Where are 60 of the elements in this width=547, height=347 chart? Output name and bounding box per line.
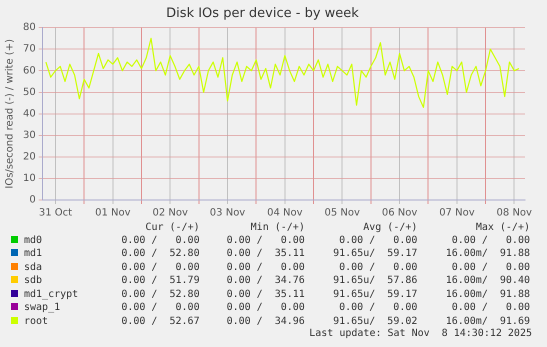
text: 0.00 / 0.00 — [338, 234, 418, 247]
text: 0.00 / 0.00 — [450, 260, 530, 274]
text: 91.65u/ 59.17 — [332, 247, 418, 260]
text: 16.00m/ 91.88 — [444, 288, 530, 301]
legend-label: swap_1 — [23, 301, 62, 314]
y-tick-label: 30 — [22, 130, 36, 141]
text: 0.00 / 52.80 — [120, 247, 200, 260]
text: 0.00 / 0.00 — [226, 234, 305, 247]
text: 0.00 / 34.96 — [226, 314, 305, 328]
y-tick-label: 80 — [22, 22, 36, 34]
y-tick-label: 10 — [22, 173, 36, 184]
legend-label: md1_crypt — [23, 288, 80, 301]
text: 91.65u/ 59.17 — [332, 288, 418, 301]
text: 0.00 / 51.79 — [120, 274, 200, 288]
y-tick-label: 20 — [22, 151, 36, 162]
text: 91.65u/ 59.02 — [332, 314, 418, 328]
legend-label: md1 — [23, 247, 44, 260]
x-tick-label: 06 Nov — [382, 208, 418, 219]
legend-label: root — [23, 314, 50, 328]
text: Min (-/+) — [250, 222, 305, 234]
text: 0.00 / 0.00 — [338, 260, 418, 274]
y-tick-label: 50 — [22, 86, 36, 98]
text: 0.00 / 0.00 — [450, 234, 530, 247]
y-tick-label: 0 — [29, 194, 36, 206]
text: 0.00 / 34.76 — [226, 274, 305, 288]
y-tick-label: 70 — [22, 44, 36, 55]
x-tick-label: 03 Nov — [210, 208, 246, 219]
text: 16.00m/ 91.88 — [444, 247, 530, 260]
text: 0.00 / 0.00 — [226, 301, 305, 314]
text: 0.00 / 35.11 — [226, 247, 305, 260]
text: 0.00 / 52.80 — [120, 288, 200, 301]
x-tick-label: 07 Nov — [439, 208, 475, 219]
chart-title: Disk IOs per device - by week — [166, 6, 360, 22]
text: Max (-/+) — [474, 222, 530, 234]
x-tick-label: 04 Nov — [267, 208, 303, 219]
text: Avg (-/+) — [362, 222, 418, 234]
x-tick-label: 08 Nov — [496, 208, 532, 219]
text: 0.00 / 0.00 — [450, 301, 530, 314]
x-tick-label: 02 Nov — [152, 208, 188, 219]
y-axis-title: IOs/second read (-) / write (+) — [4, 38, 16, 189]
text: 0.00 / 52.67 — [120, 314, 200, 328]
y-tick-label: 60 — [22, 65, 36, 76]
text: 0.00 / 0.00 — [338, 301, 418, 314]
text: Cur (-/+) — [144, 222, 200, 234]
text: 16.00m/ 91.69 — [444, 314, 530, 328]
text: 0.00 / 0.00 — [120, 234, 200, 247]
y-tick-label: 40 — [22, 108, 36, 120]
text: Last update: Sat Nov 8 14:30:12 2025 — [308, 328, 532, 339]
text: 16.00m/ 90.40 — [444, 274, 530, 288]
x-tick-label: 05 Nov — [324, 208, 360, 219]
legend-label: md0 — [23, 234, 44, 247]
text: 0.00 / 35.11 — [226, 288, 305, 301]
text: 0.00 / 0.00 — [120, 260, 200, 274]
text: 0.00 / 0.00 — [120, 301, 200, 314]
text: 0.00 / 0.00 — [226, 260, 305, 274]
legend-label: sda — [23, 260, 44, 274]
text: 91.65u/ 57.86 — [332, 274, 418, 288]
legend-label: sdb — [23, 274, 44, 288]
x-tick-label: 01 Nov — [95, 208, 131, 219]
x-tick-label: 31 Oct — [38, 208, 72, 219]
